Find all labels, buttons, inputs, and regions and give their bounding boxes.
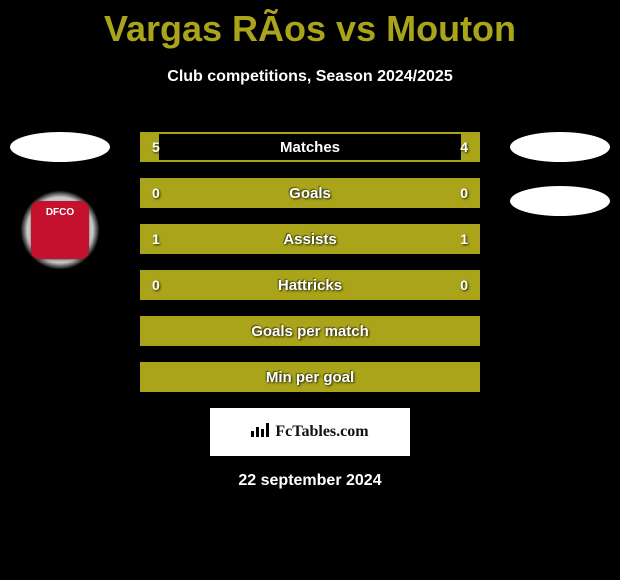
chart-icon xyxy=(251,423,269,442)
brand-text: FcTables.com xyxy=(275,423,368,441)
player-avatar-left-placeholder xyxy=(10,132,110,162)
stat-bar-right-fill xyxy=(310,226,478,252)
stat-row: Hattricks00 xyxy=(140,270,480,300)
stat-bar-left-fill xyxy=(142,134,159,160)
stat-row: Goals per match xyxy=(140,316,480,346)
footer-date: 22 september 2024 xyxy=(0,472,620,490)
stat-bar-left-fill xyxy=(142,364,310,390)
comparison-chart: DFCO Matches54 Goals00 Assists11 Hattricks0… xyxy=(0,132,620,392)
brand-attribution[interactable]: FcTables.com xyxy=(210,408,410,456)
player-avatar-right-placeholder-1 xyxy=(510,132,610,162)
page-subtitle: Club competitions, Season 2024/2025 xyxy=(0,68,620,86)
stat-bar-right-fill xyxy=(310,318,478,344)
stat-bar-left-fill xyxy=(142,180,310,206)
stat-bar-right-fill xyxy=(310,180,478,206)
stat-bar-left-fill xyxy=(142,318,310,344)
club-logo-left-text: DFCO xyxy=(31,201,89,259)
stat-bar-gap xyxy=(159,134,461,160)
stat-bar-right-fill xyxy=(310,364,478,390)
stat-bar-right-fill xyxy=(310,272,478,298)
player-avatar-right-placeholder-2 xyxy=(510,186,610,216)
stat-row: Min per goal xyxy=(140,362,480,392)
page-title: Vargas RÃ­os vs Mouton xyxy=(0,0,620,50)
stat-bar-left-fill xyxy=(142,272,310,298)
stat-row: Goals00 xyxy=(140,178,480,208)
club-logo-left: DFCO xyxy=(20,190,100,270)
stat-row: Matches54 xyxy=(140,132,480,162)
stats-bar-list: Matches54 Goals00 Assists11 Hattricks00 Goal… xyxy=(140,132,480,392)
stat-bar-left-fill xyxy=(142,226,310,252)
stat-bar-right-fill xyxy=(461,134,478,160)
stat-row: Assists11 xyxy=(140,224,480,254)
